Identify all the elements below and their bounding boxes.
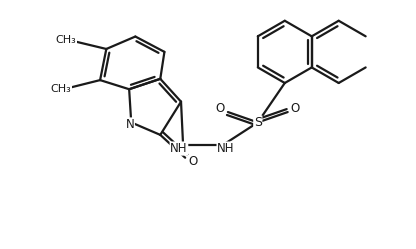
Text: O: O xyxy=(188,155,197,168)
Text: CH₃: CH₃ xyxy=(51,84,72,94)
Text: N: N xyxy=(126,118,134,131)
Text: O: O xyxy=(216,102,225,115)
Text: NH: NH xyxy=(170,142,188,155)
Text: CH₃: CH₃ xyxy=(56,35,77,45)
Text: S: S xyxy=(254,116,262,129)
Text: NH: NH xyxy=(217,142,235,155)
Text: O: O xyxy=(290,102,300,115)
